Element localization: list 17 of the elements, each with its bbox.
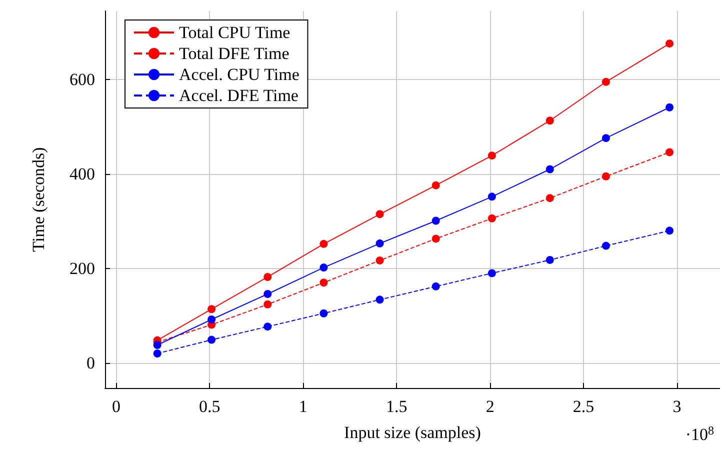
x-tick-label: 0 [112, 397, 120, 416]
y-tick-label: 0 [86, 353, 95, 372]
legend-label: Accel. DFE Time [179, 86, 298, 105]
y-tick-label: 200 [70, 258, 95, 278]
legend-label: Total DFE Time [179, 44, 290, 63]
x-tick-label: 3 [672, 397, 682, 416]
y-tick-label: 600 [70, 70, 95, 90]
x-tick-label: 2.5 [572, 397, 594, 416]
x-axis-title: Input size (samples) [344, 423, 481, 442]
legend-label: Accel. CPU Time [179, 65, 300, 84]
y-tick-label: 400 [70, 164, 95, 184]
x-tick-label: 2 [486, 397, 494, 416]
y-axis-title: Time (seconds) [29, 147, 48, 252]
legend-label: Total CPU Time [179, 23, 290, 42]
x-tick-label: 0.5 [199, 397, 220, 416]
x-tick-label: 1.5 [386, 397, 408, 416]
x-tick-label: 1 [298, 397, 308, 416]
